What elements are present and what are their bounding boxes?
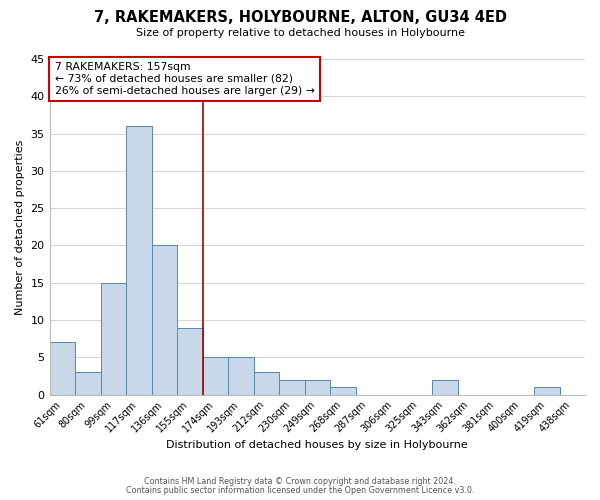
Bar bbox=[279, 380, 305, 394]
Text: 7, RAKEMAKERS, HOLYBOURNE, ALTON, GU34 4ED: 7, RAKEMAKERS, HOLYBOURNE, ALTON, GU34 4… bbox=[94, 10, 506, 25]
Text: 7 RAKEMAKERS: 157sqm
← 73% of detached houses are smaller (82)
26% of semi-detac: 7 RAKEMAKERS: 157sqm ← 73% of detached h… bbox=[55, 62, 315, 96]
Bar bbox=[177, 328, 203, 394]
Bar bbox=[432, 380, 458, 394]
Text: Contains public sector information licensed under the Open Government Licence v3: Contains public sector information licen… bbox=[126, 486, 474, 495]
Bar bbox=[305, 380, 330, 394]
Bar bbox=[254, 372, 279, 394]
Bar bbox=[126, 126, 152, 394]
Bar bbox=[75, 372, 101, 394]
Bar bbox=[330, 387, 356, 394]
X-axis label: Distribution of detached houses by size in Holybourne: Distribution of detached houses by size … bbox=[166, 440, 468, 450]
Text: Size of property relative to detached houses in Holybourne: Size of property relative to detached ho… bbox=[136, 28, 464, 38]
Text: Contains HM Land Registry data © Crown copyright and database right 2024.: Contains HM Land Registry data © Crown c… bbox=[144, 477, 456, 486]
Bar bbox=[228, 358, 254, 395]
Bar bbox=[50, 342, 75, 394]
Bar bbox=[203, 358, 228, 395]
Bar bbox=[534, 387, 560, 394]
Y-axis label: Number of detached properties: Number of detached properties bbox=[15, 139, 25, 314]
Bar bbox=[152, 246, 177, 394]
Bar bbox=[101, 283, 126, 395]
